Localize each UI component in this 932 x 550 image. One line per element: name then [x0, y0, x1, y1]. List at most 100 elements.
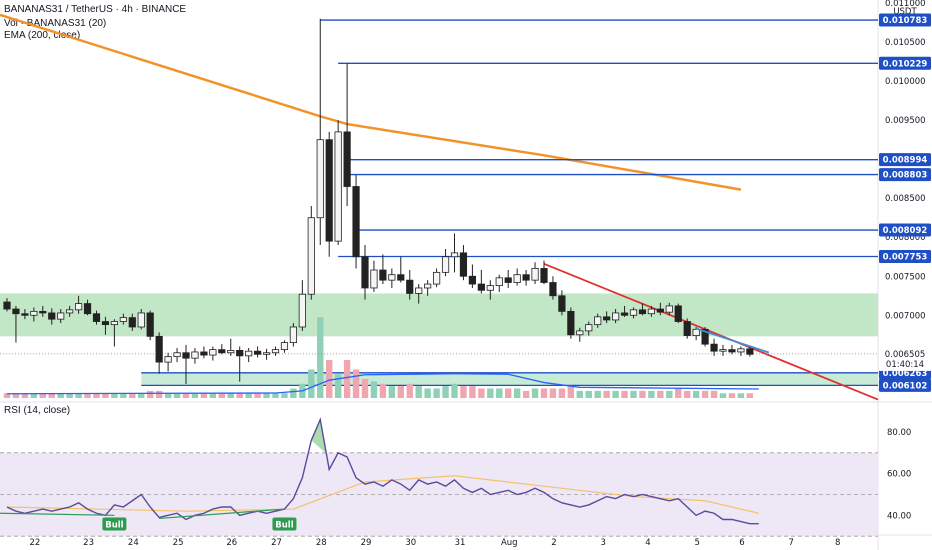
volume-bar: [692, 390, 700, 398]
candle-up: [629, 309, 638, 316]
volume-bar: [326, 360, 333, 398]
candle-up: [271, 349, 280, 354]
volume-bar: [469, 386, 476, 398]
currency-label: USDT: [893, 7, 917, 17]
candle-down: [182, 352, 190, 359]
candle-up: [289, 326, 298, 343]
time-tick-label: 25: [173, 538, 184, 548]
candle-down: [504, 277, 512, 283]
candle-down: [656, 308, 664, 313]
rsi-ma-line: [6, 475, 759, 514]
candle-down: [540, 268, 548, 283]
time-tick-label: 30: [405, 538, 416, 548]
volume-bar: [361, 379, 369, 398]
volume-bar: [684, 390, 691, 398]
volume-bar: [639, 390, 646, 398]
candle-down: [146, 312, 154, 337]
candle-up: [441, 256, 450, 273]
volume-bar: [675, 388, 682, 398]
volume-bar: [701, 390, 709, 398]
price-tick-label: 0.010500: [885, 38, 926, 48]
price-level-tag-bg: [879, 223, 931, 237]
volume-bar: [746, 393, 754, 398]
volume-bar: [558, 388, 566, 398]
ema-legend[interactable]: EMA (200, close): [4, 30, 81, 41]
candle-up: [227, 349, 235, 354]
candle-up: [719, 349, 727, 352]
volume-bar: [12, 393, 20, 398]
volume-bar: [254, 393, 261, 398]
volume-bar: [182, 393, 190, 398]
volume-bar: [317, 317, 324, 398]
volume-bar: [657, 390, 664, 398]
volume-bar: [84, 393, 91, 398]
candle-up: [647, 308, 656, 315]
candle-down: [155, 335, 163, 363]
candle-up: [245, 350, 253, 357]
candle-up: [495, 277, 503, 287]
candle-down: [236, 349, 244, 357]
candle-up: [298, 293, 306, 328]
time-tick-label: 23: [83, 538, 94, 548]
volume-bar: [120, 393, 127, 398]
volume-legend[interactable]: Vol · BANANAS31 (20): [4, 18, 107, 29]
candle-down: [674, 305, 682, 322]
candle-down: [477, 283, 485, 291]
candle-up: [280, 342, 289, 351]
candle-down: [468, 275, 477, 285]
candle-down: [39, 310, 47, 314]
candle-down: [620, 312, 629, 316]
candle-up: [334, 131, 342, 242]
volume-bar: [147, 390, 154, 398]
volume-bar: [460, 386, 467, 398]
rsi-legend[interactable]: RSI (14, close): [4, 405, 71, 416]
price-tick-label: 0.010000: [885, 77, 926, 87]
volume-bar: [227, 393, 234, 398]
candle-down: [701, 328, 709, 345]
blue-trendline: [695, 327, 770, 354]
price-axis-bg: [878, 0, 932, 550]
candle-down: [522, 274, 530, 281]
volume-bar: [245, 393, 252, 398]
support-bottom-tag: 0.006102: [883, 381, 928, 391]
candle-down: [325, 139, 333, 242]
volume-bar: [3, 393, 11, 398]
candle-up: [316, 139, 324, 219]
volume-bar: [21, 393, 29, 398]
bar-countdown-label: 01:40:14: [886, 360, 924, 370]
volume-bar: [236, 393, 243, 398]
candle-up: [209, 349, 217, 356]
price-tick-label: 0.008500: [885, 194, 926, 204]
volume-bar: [388, 386, 396, 398]
ema-200-line: [0, 13, 742, 191]
volume-bar: [666, 390, 673, 398]
time-tick-label: 22: [29, 538, 40, 548]
candle-down: [406, 279, 414, 294]
volume-bar: [111, 393, 118, 398]
current-price-tag-bg: [879, 346, 931, 371]
candle-up: [30, 310, 38, 316]
candle-down: [638, 309, 647, 315]
candle-up: [75, 303, 83, 311]
volume-bar: [218, 393, 225, 398]
volume-bar: [397, 386, 404, 398]
volume-bar: [415, 386, 422, 398]
price-tick-label: 0.011000: [885, 0, 926, 9]
volume-bar: [576, 390, 583, 398]
candle-up: [66, 309, 74, 314]
volume-bar: [138, 393, 145, 398]
support-bottom-tag-bg: [879, 378, 931, 392]
volume-bar: [442, 386, 449, 398]
volume-bar: [281, 393, 288, 398]
time-tick-label: 26: [226, 538, 237, 548]
candle-down: [3, 301, 11, 310]
volume-bar: [487, 388, 494, 398]
candle-down: [379, 269, 387, 281]
symbol-legend[interactable]: BANANAS31 / TetherUS · 4h · BINANCE: [4, 4, 187, 15]
price-level-tag: 0.010783: [883, 16, 928, 26]
candle-down: [746, 348, 754, 355]
candle-down: [549, 282, 557, 297]
price-level-tag-bg: [879, 153, 931, 167]
volume-bar: [308, 369, 315, 398]
